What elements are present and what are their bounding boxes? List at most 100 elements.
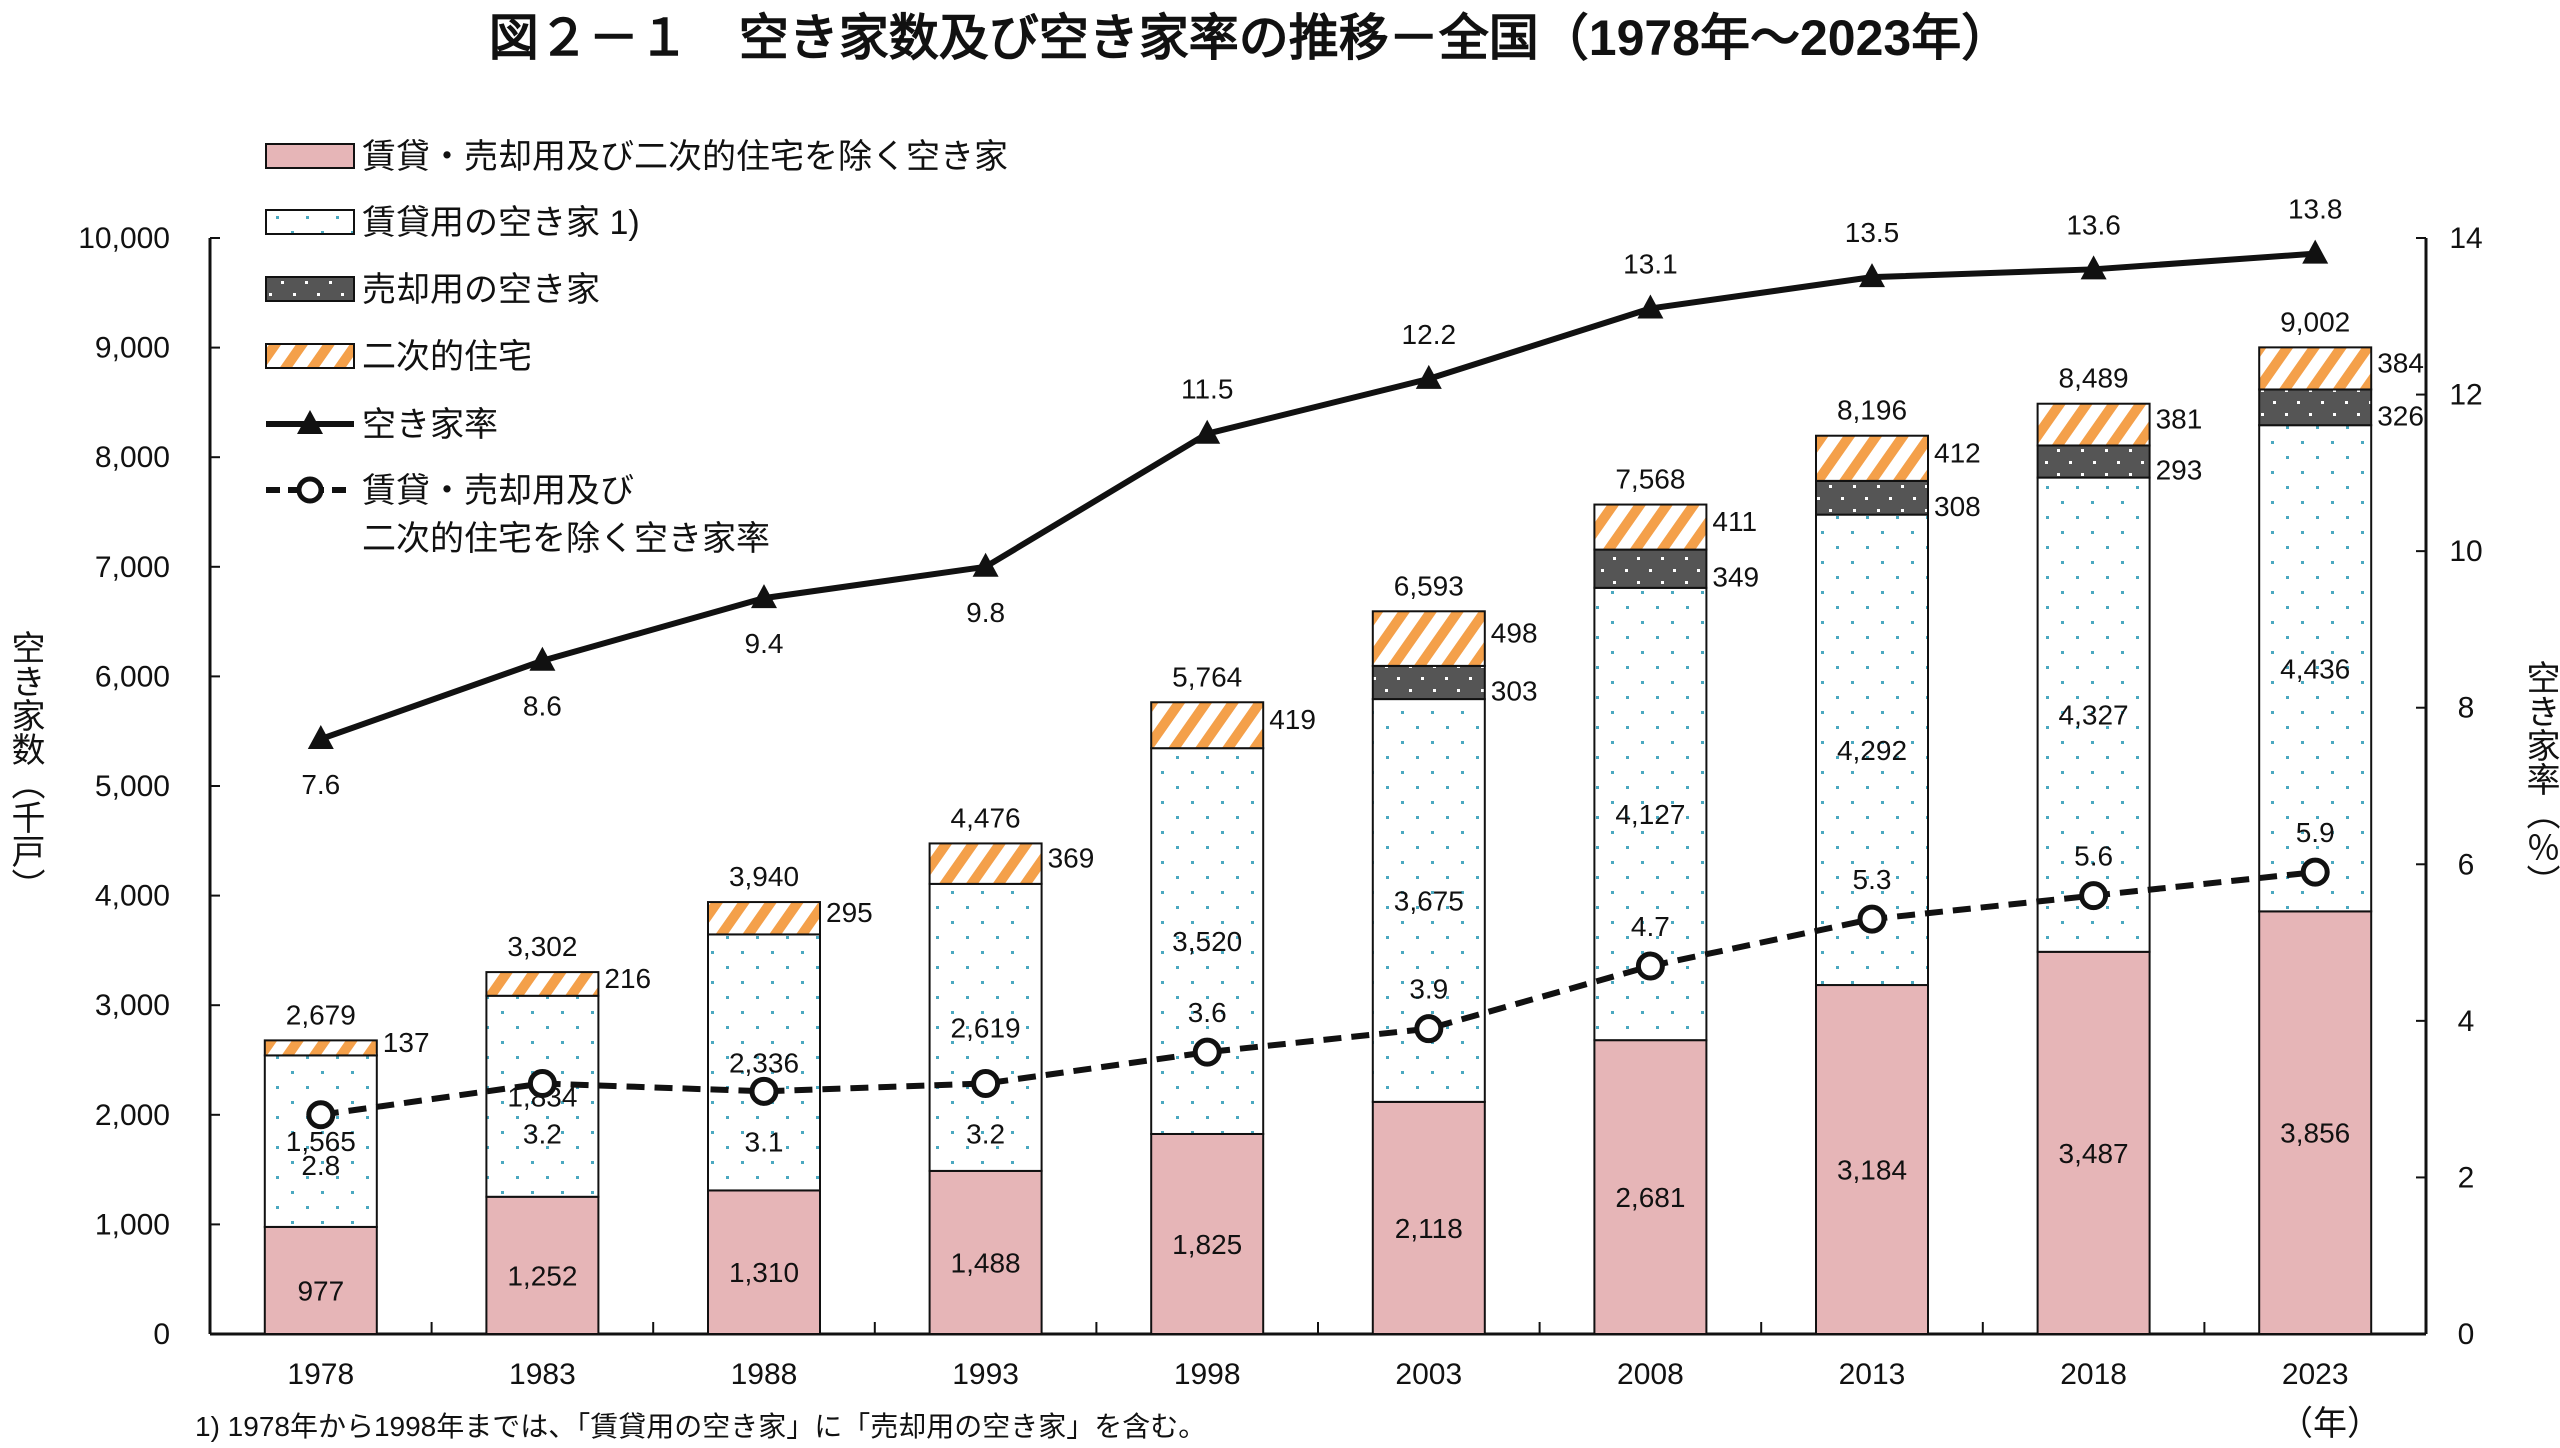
vacancy-rate-label: 12.2: [1402, 319, 1457, 350]
bar-rental-label: 4,127: [1615, 799, 1685, 830]
y2-tick-label: 10: [2449, 535, 2482, 568]
vacancy-rate-label: 9.8: [966, 597, 1005, 628]
triangle-marker: [2302, 239, 2329, 264]
total-label: 9,002: [2280, 306, 2350, 337]
circle-marker: [527, 1068, 557, 1098]
excluded-rate-label: 5.6: [2074, 841, 2113, 872]
bar-second-home: [1593, 503, 1708, 551]
triangle-marker: [1859, 263, 1885, 288]
bar-rental-label: 4,327: [2059, 700, 2129, 731]
triangle-marker: [1415, 364, 1442, 389]
total-label: 8,196: [1837, 395, 1907, 426]
circle-marker: [1857, 904, 1887, 934]
bar-second-home: [928, 842, 1043, 885]
y2-tick-label: 6: [2458, 848, 2475, 881]
legend-triangle-icon: [297, 410, 323, 434]
legend-circle-icon: [296, 476, 324, 504]
bar-sale-label: 326: [2377, 400, 2424, 431]
circle-marker: [306, 1100, 336, 1130]
excluded-rate-label: 3.2: [523, 1118, 562, 1149]
x-tick-label: 1998: [1174, 1358, 1241, 1391]
y-tick-label: 1,000: [95, 1208, 170, 1241]
bar-second-home-label: 419: [1269, 704, 1316, 735]
bar-other: [263, 1225, 378, 1335]
bar-second-home: [2258, 346, 2373, 391]
x-tick-label: 2003: [1395, 1358, 1462, 1391]
vacancy-rate-label: 7.6: [301, 769, 340, 800]
y2-tick-label: 2: [2458, 1161, 2475, 1194]
x-tick-label: 2013: [1839, 1358, 1906, 1391]
bar-rental-label: 3,520: [1172, 926, 1242, 957]
bar-rental: [1150, 747, 1265, 1135]
bar-other: [2258, 910, 2373, 1335]
circle-marker: [1192, 1037, 1222, 1067]
bar-second-home: [707, 901, 821, 936]
circle-marker: [749, 1076, 779, 1106]
bar-second-home: [2036, 402, 2151, 447]
circle-marker: [1635, 951, 1665, 981]
y-tick-label: 6,000: [95, 660, 170, 693]
bar-other-label: 977: [297, 1275, 344, 1306]
bar-other-label: 1,825: [1172, 1229, 1242, 1260]
vacancy-rate-label: 8.6: [523, 691, 562, 722]
bar-other: [485, 1195, 600, 1335]
bar-sale-label: 349: [1712, 562, 1759, 593]
bar-other: [1593, 1039, 1708, 1335]
total-label: 3,940: [729, 861, 799, 892]
y2-tick-label: 0: [2458, 1318, 2475, 1351]
triangle-marker: [972, 552, 999, 577]
vacancy-rate-label: 13.1: [1623, 248, 1678, 279]
bar-rental: [2036, 476, 2151, 953]
bar-other-label: 2,118: [1395, 1213, 1463, 1244]
excluded-rate-label: 5.3: [1853, 864, 1892, 895]
line-vacancy-rate: [319, 250, 2316, 742]
excluded-rate-label: 2.8: [301, 1150, 340, 1181]
bar-rental-label: 2,336: [729, 1047, 799, 1078]
bar-second-home: [485, 971, 600, 997]
legend-label: 賃貸用の空き家 1): [362, 204, 640, 242]
x-tick-label: 1993: [952, 1358, 1019, 1391]
bar-sale: [1593, 548, 1708, 589]
excluded-rate-label: 4.7: [1631, 911, 1670, 942]
x-tick-label: 1988: [731, 1358, 798, 1391]
bar-other-label: 1,252: [507, 1260, 577, 1291]
line-excluded-rate: [320, 869, 2316, 1118]
footnote: 1) 1978年から1998年までは、「賃貸用の空き家」に「売却用の空き家」を含…: [195, 1411, 1206, 1442]
x-tick-label: 2018: [2060, 1358, 2127, 1391]
vacancy-rate-label: 13.6: [2066, 209, 2121, 240]
bar-rental-label: 4,436: [2280, 653, 2350, 684]
y2-tick-label: 4: [2458, 1005, 2475, 1038]
bar-other: [707, 1189, 821, 1335]
vacancy-rate-label: 9.4: [745, 628, 784, 659]
legend-swatch-bar-second-home: [265, 343, 355, 369]
legend-label: 売却用の空き家: [362, 271, 600, 309]
legend-swatch-bar-rental: [265, 209, 355, 235]
triangle-marker: [2080, 255, 2107, 280]
legend-label: 賃貸・売却用及び: [362, 472, 634, 510]
y-tick-label: 5,000: [95, 770, 170, 803]
total-label: 2,679: [286, 999, 356, 1030]
legend-swatch-bar-sale: [265, 276, 355, 302]
excluded-rate-label: 5.9: [2296, 817, 2335, 848]
bar-second-home-label: 412: [1934, 437, 1981, 468]
bar-sale: [1815, 479, 1929, 516]
y-tick-label: 9,000: [95, 332, 170, 365]
y2-tick-label: 12: [2449, 379, 2482, 412]
bar-other: [1150, 1132, 1265, 1335]
legend-label: 二次的住宅を除く空き家率: [362, 520, 770, 558]
bar-other-label: 3,487: [2059, 1138, 2129, 1169]
bar-second-home: [1815, 434, 1929, 482]
y2-tick-label: 8: [2458, 692, 2475, 725]
circle-marker: [2079, 881, 2109, 911]
legend-label: 賃貸・売却用及び二次的住宅を除く空き家: [362, 138, 1008, 176]
total-label: 5,764: [1172, 661, 1242, 692]
bar-second-home-label: 369: [1048, 843, 1095, 874]
y-tick-label: 0: [153, 1318, 170, 1351]
bar-second-home-label: 411: [1712, 506, 1757, 537]
bar-other: [2036, 950, 2151, 1336]
triangle-marker: [529, 646, 556, 671]
vacancy-rate-label: 13.5: [1845, 217, 1900, 248]
bar-rental-label: 2,619: [951, 1012, 1021, 1043]
bar-sale: [2036, 444, 2151, 479]
bar-second-home: [263, 1039, 378, 1057]
